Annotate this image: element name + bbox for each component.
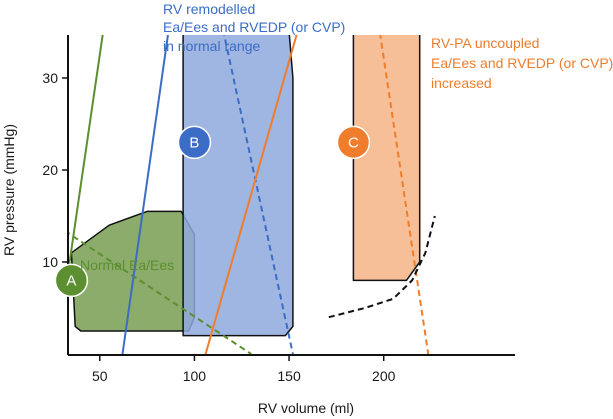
loop-badge-a <box>54 263 89 298</box>
series-line-1 <box>68 35 104 280</box>
loop-badge-b <box>177 125 212 160</box>
x-tick-label: 50 <box>92 368 108 384</box>
pv-loop-b <box>182 35 294 337</box>
series-line-7 <box>328 215 436 319</box>
axes <box>67 35 515 356</box>
annotation-uncoupled: RV-PA uncoupled Ea/Ees and RVEDP (or CVP… <box>431 35 613 91</box>
annotation-normal: Normal Ea/Ees <box>80 257 174 273</box>
y-axis-title: RV pressure (mmHg) <box>1 124 17 256</box>
series-line-5 <box>204 35 298 355</box>
annotation-remodelled: RV remodelled Ea/Ees and RVEDP (or CVP) … <box>163 1 349 54</box>
y-tick-label: 10 <box>42 254 58 270</box>
series-line-6 <box>379 35 430 355</box>
loop-badge-label-c: C <box>348 134 359 151</box>
series-line-4 <box>223 35 294 355</box>
loop-badge-label-a: A <box>66 272 76 289</box>
y-tick-label: 20 <box>42 162 58 178</box>
x-tick-label: 200 <box>372 368 396 384</box>
y-tick-label: 30 <box>42 70 58 86</box>
loop-badge-label-b: B <box>189 134 199 151</box>
series-line-3 <box>121 35 169 355</box>
x-tick-label: 150 <box>277 368 301 384</box>
x-axis-title: RV volume (ml) <box>258 400 354 416</box>
pv-loop-c <box>352 35 421 282</box>
series-line-2 <box>68 231 252 355</box>
loop-badge-c <box>336 125 371 160</box>
x-tick-label: 100 <box>183 368 207 384</box>
